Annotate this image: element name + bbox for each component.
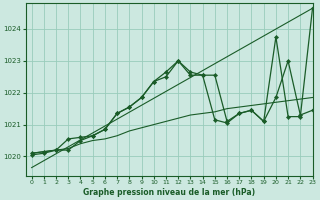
X-axis label: Graphe pression niveau de la mer (hPa): Graphe pression niveau de la mer (hPa) (83, 188, 255, 197)
